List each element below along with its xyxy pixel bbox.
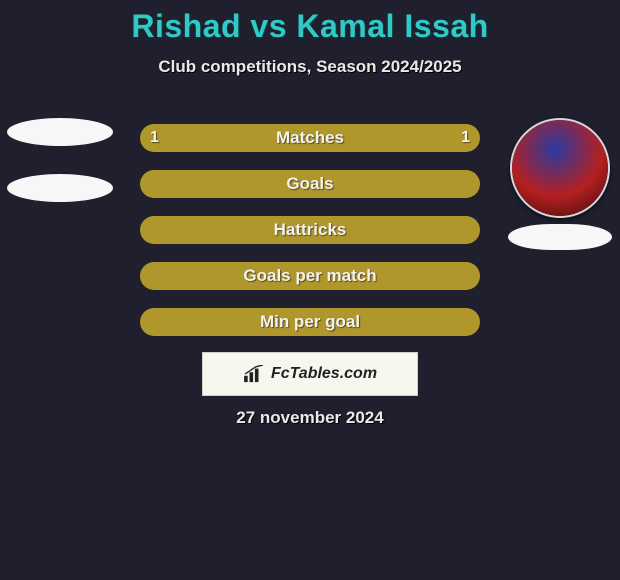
stat-bar-label: Hattricks: [274, 220, 347, 240]
player-right-column: [500, 118, 620, 250]
stat-bar-value-left: 1: [140, 124, 169, 152]
player-right-avatar: [510, 118, 610, 218]
stat-bar: Goals: [140, 170, 480, 198]
player-right-avatar-ring: [510, 118, 610, 218]
brand-logo-icon: [243, 365, 265, 383]
player-right-name-chip: [508, 224, 612, 250]
subtitle: Club competitions, Season 2024/2025: [0, 57, 620, 77]
stat-bar-label: Goals: [286, 174, 333, 194]
stat-bar: Goals per match: [140, 262, 480, 290]
player-right-photo-placeholder: [512, 120, 608, 216]
stat-bar: Min per goal: [140, 308, 480, 336]
player-left-name-placeholder: [7, 174, 113, 202]
comparison-card: Rishad vs Kamal Issah Club competitions,…: [0, 0, 620, 580]
stat-bar: Matches 1 1: [140, 124, 480, 152]
stat-bar: Hattricks: [140, 216, 480, 244]
stat-bar-value-right: 1: [451, 124, 480, 152]
player-left-column: [0, 118, 120, 202]
page-title: Rishad vs Kamal Issah: [0, 0, 620, 45]
stat-bar-label: Min per goal: [260, 312, 360, 332]
stat-bar-label: Matches: [276, 128, 344, 148]
stat-bars: Matches 1 1 Goals Hattricks Goals per match Mi…: [140, 124, 480, 336]
brand-text: FcTables.com: [271, 365, 377, 383]
date-text: 27 november 2024: [0, 408, 620, 428]
player-left-avatar-placeholder: [7, 118, 113, 146]
brand-card[interactable]: FcTables.com: [202, 352, 418, 396]
stat-bar-label: Goals per match: [243, 266, 376, 286]
